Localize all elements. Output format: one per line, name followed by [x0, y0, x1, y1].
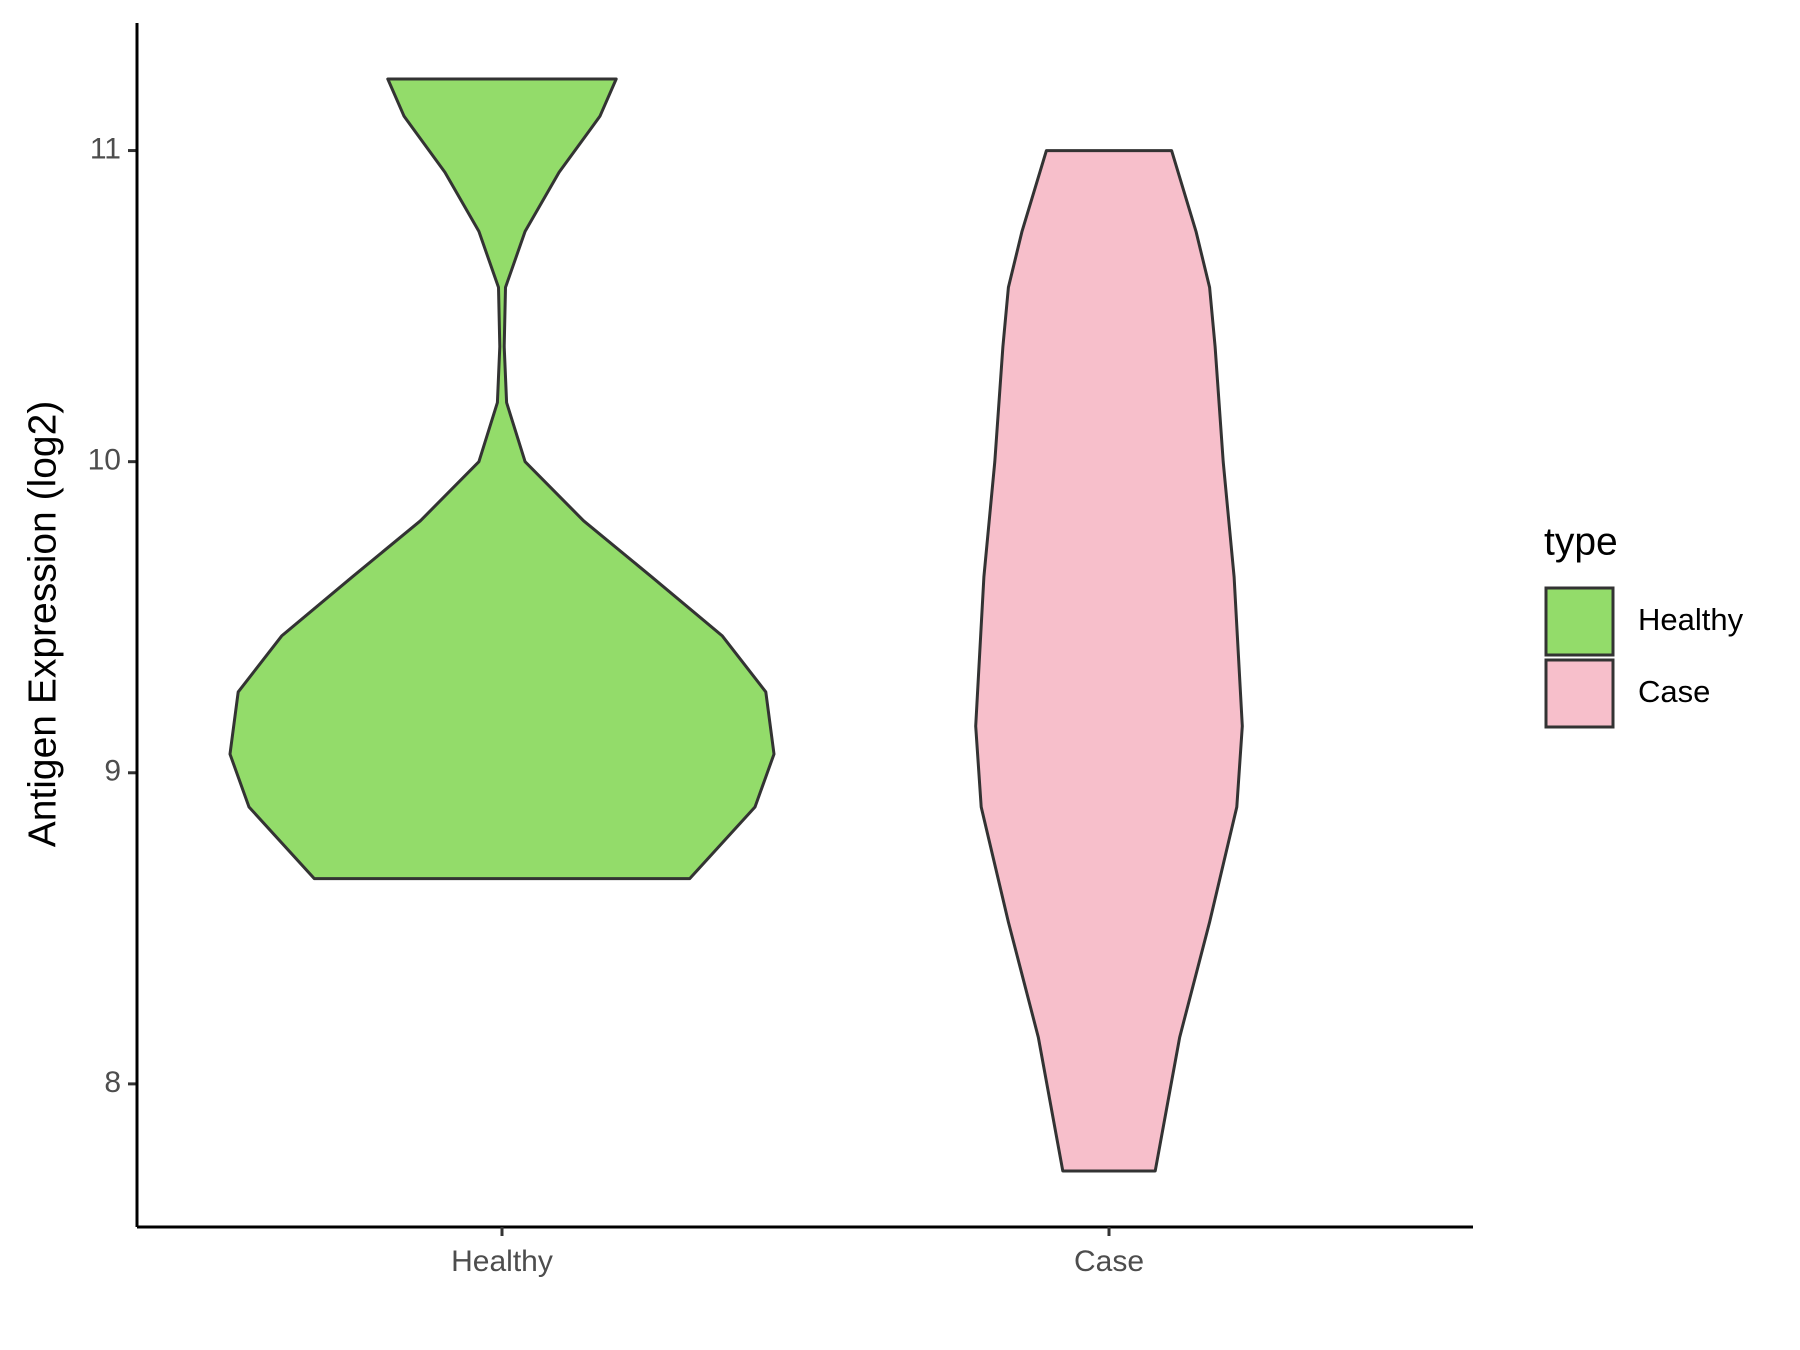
violin [228, 77, 776, 881]
y-tick-label: 11 [90, 132, 121, 165]
legend-key [1544, 586, 1615, 657]
y-tick-label: 10 [88, 444, 121, 477]
y-tick-label: 8 [104, 1066, 121, 1099]
x-tick-label: Healthy [451, 1245, 553, 1278]
legend-key [1544, 658, 1615, 729]
y-tick-label: 9 [104, 755, 121, 788]
y-axis-title: Antigen Expression (log2) [21, 401, 64, 848]
legend-title: type [1544, 520, 1618, 563]
legend-label: Case [1638, 674, 1710, 709]
legend-label: Healthy [1638, 602, 1744, 637]
violin [974, 149, 1244, 1173]
x-tick-label: Case [1074, 1245, 1144, 1278]
